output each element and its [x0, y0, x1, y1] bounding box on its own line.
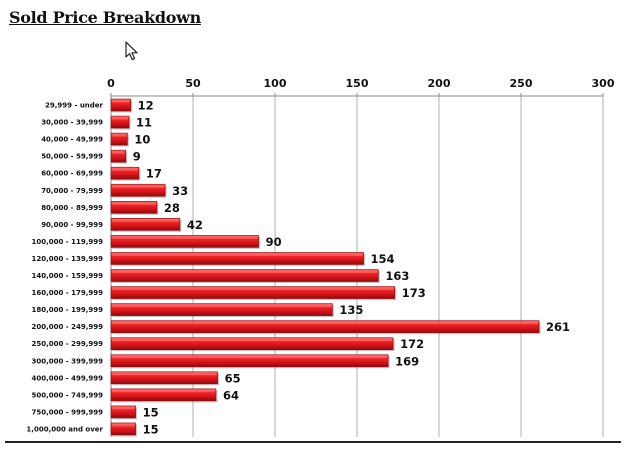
x-tick-label: 150 [346, 77, 369, 90]
data-label: 15 [143, 405, 159, 419]
category-label: 250,000 - 299,999 [31, 340, 103, 348]
x-tick-label: 0 [107, 77, 115, 90]
data-label: 10 [134, 133, 150, 147]
bar-highlight [112, 321, 539, 325]
page-title: Sold Price Breakdown [9, 8, 201, 27]
data-label: 163 [385, 269, 409, 283]
data-label: 154 [371, 252, 395, 266]
category-label: 100,000 - 119,999 [31, 238, 103, 246]
category-label: 90,000 - 99,999 [41, 221, 103, 229]
x-tick-label: 100 [264, 77, 287, 90]
x-axis: 0 50 100 150 200 250 300 [107, 77, 615, 97]
category-label: 29,999 - under [45, 102, 104, 110]
bar-highlight [112, 304, 332, 307]
category-label: 120,000 - 139,999 [31, 255, 103, 263]
category-label: 160,000 - 179,999 [31, 289, 103, 297]
data-label: 172 [400, 337, 424, 351]
category-labels: 29,999 - under 30,000 - 39,999 40,000 - 49… [26, 102, 103, 434]
mouse-pointer-icon [125, 41, 138, 61]
bar-highlight [112, 338, 393, 342]
bar-highlight [112, 151, 125, 154]
category-label: 60,000 - 69,999 [41, 170, 103, 178]
data-label: 12 [138, 99, 154, 113]
bar-highlight [112, 202, 156, 205]
bar-highlight [112, 219, 179, 222]
data-label: 9 [133, 150, 141, 164]
data-label: 65 [225, 371, 241, 385]
data-label: 11 [136, 116, 152, 130]
bar-highlight [112, 390, 215, 393]
bar-highlight [112, 100, 130, 103]
category-label: 50,000 - 59,999 [41, 153, 103, 161]
data-label: 135 [339, 303, 363, 317]
bar-highlight [112, 287, 394, 290]
grid-lines [110, 96, 604, 437]
data-label: 15 [143, 422, 159, 436]
data-label: 64 [223, 388, 239, 402]
bar-highlight [112, 407, 135, 410]
category-label: 1,000,000 and over [26, 425, 103, 433]
x-tick-label: 50 [185, 77, 201, 90]
category-label: 500,000 - 749,999 [31, 391, 103, 399]
data-labels: 12 11 10 9 17 33 28 42 90 154 163 173 135 261 172 169 65… [133, 99, 570, 437]
bar-highlight [112, 117, 129, 120]
category-label: 200,000 - 249,999 [31, 323, 103, 331]
category-label: 180,000 - 199,999 [31, 306, 103, 314]
bar-highlight [112, 253, 363, 256]
category-label: 80,000 - 89,999 [41, 204, 103, 212]
category-label: 70,000 - 79,999 [41, 187, 103, 195]
bar-highlight [112, 185, 165, 188]
x-tick-label: 250 [510, 77, 533, 90]
data-label: 17 [146, 167, 162, 181]
category-label: 750,000 - 999,999 [31, 408, 103, 416]
category-label: 140,000 - 159,999 [31, 272, 103, 280]
category-label: 30,000 - 39,999 [41, 119, 103, 127]
data-label: 173 [402, 286, 426, 300]
category-label: 400,000 - 499,999 [31, 374, 103, 382]
x-tick-label: 300 [592, 77, 615, 90]
data-label: 261 [546, 320, 570, 334]
data-label: 28 [164, 201, 180, 215]
data-label: 169 [395, 354, 419, 368]
data-label: 42 [187, 218, 203, 232]
bar-highlight [112, 355, 388, 359]
bottom-divider [5, 441, 621, 443]
x-tick-label: 200 [428, 77, 451, 90]
data-label: 90 [266, 235, 282, 249]
bars [110, 98, 541, 437]
bar-highlight [112, 134, 127, 137]
category-label: 300,000 - 399,999 [31, 357, 103, 365]
bar-highlight [112, 424, 135, 427]
bar-highlight [112, 373, 217, 376]
data-label: 33 [172, 184, 188, 198]
bar-highlight [112, 168, 138, 171]
category-label: 40,000 - 49,999 [41, 136, 103, 144]
bar-highlight [112, 236, 258, 239]
bar-highlight [112, 270, 378, 273]
